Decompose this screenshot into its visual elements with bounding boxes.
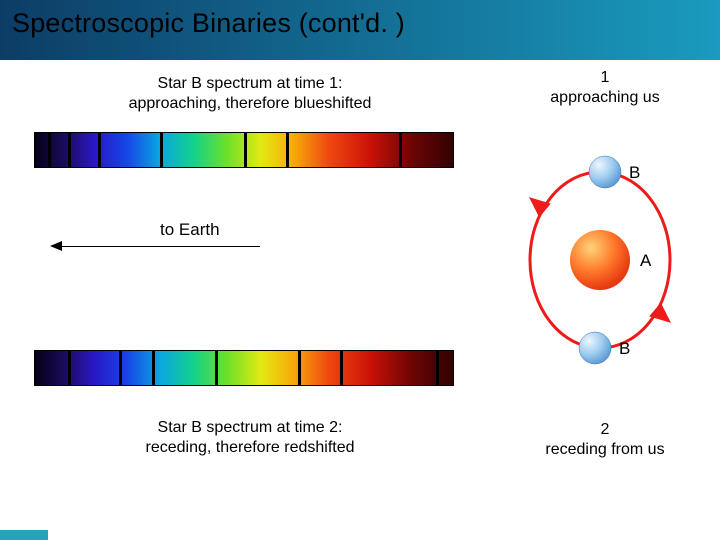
slide-title: Spectroscopic Binaries (cont'd. ) (12, 8, 405, 39)
spectrum-top-band (34, 132, 454, 168)
absorption-line (48, 133, 51, 167)
label-b-top: B (629, 163, 640, 182)
absorption-line (68, 351, 71, 385)
absorption-line (68, 133, 71, 167)
absorption-line (152, 351, 155, 385)
caption-top-line1: Star B spectrum at time 1: (158, 75, 343, 92)
star-b-bottom (579, 332, 611, 364)
to-earth-label: to Earth (160, 220, 220, 240)
caption-top-line2: approaching, therefore blueshifted (129, 95, 372, 112)
absorption-line (119, 351, 122, 385)
absorption-line (399, 133, 402, 167)
spectrum-bottom (34, 350, 454, 386)
orbit-svg: A B B (462, 122, 720, 398)
orbit-top-num: 1 (601, 69, 610, 86)
orbit-bottom-text: receding from us (545, 441, 664, 458)
absorption-line (340, 351, 343, 385)
orbit-diagram: A B B (462, 122, 720, 398)
slide-content: Star B spectrum at time 1: approaching, … (0, 60, 720, 540)
caption-bottom-line1: Star B spectrum at time 2: (158, 419, 343, 436)
caption-bottom: Star B spectrum at time 2: receding, the… (60, 418, 440, 458)
label-a: A (640, 251, 652, 270)
to-earth-arrow-head (50, 241, 62, 251)
orbit-caption-top: 1 approaching us (520, 68, 690, 108)
orbit-direction-arrow (658, 312, 669, 321)
to-earth-arrow-line (60, 246, 260, 247)
absorption-line (244, 133, 247, 167)
absorption-line (215, 351, 218, 385)
caption-top: Star B spectrum at time 1: approaching, … (60, 74, 440, 114)
star-a (570, 230, 630, 290)
star-b-top (589, 156, 621, 188)
orbit-bottom-num: 2 (601, 421, 610, 438)
absorption-line (160, 133, 163, 167)
spectrum-bottom-band (34, 350, 454, 386)
spectrum-top (34, 132, 454, 168)
footer-accent (0, 530, 48, 540)
absorption-line (436, 351, 439, 385)
absorption-line (286, 133, 289, 167)
absorption-line (98, 133, 101, 167)
orbit-direction-arrow (531, 199, 542, 208)
absorption-line (298, 351, 301, 385)
caption-bottom-line2: receding, therefore redshifted (145, 439, 354, 456)
orbit-caption-bottom: 2 receding from us (520, 420, 690, 460)
title-bar: Spectroscopic Binaries (cont'd. ) (0, 0, 720, 60)
orbit-top-text: approaching us (550, 89, 659, 106)
label-b-bottom: B (619, 339, 630, 358)
